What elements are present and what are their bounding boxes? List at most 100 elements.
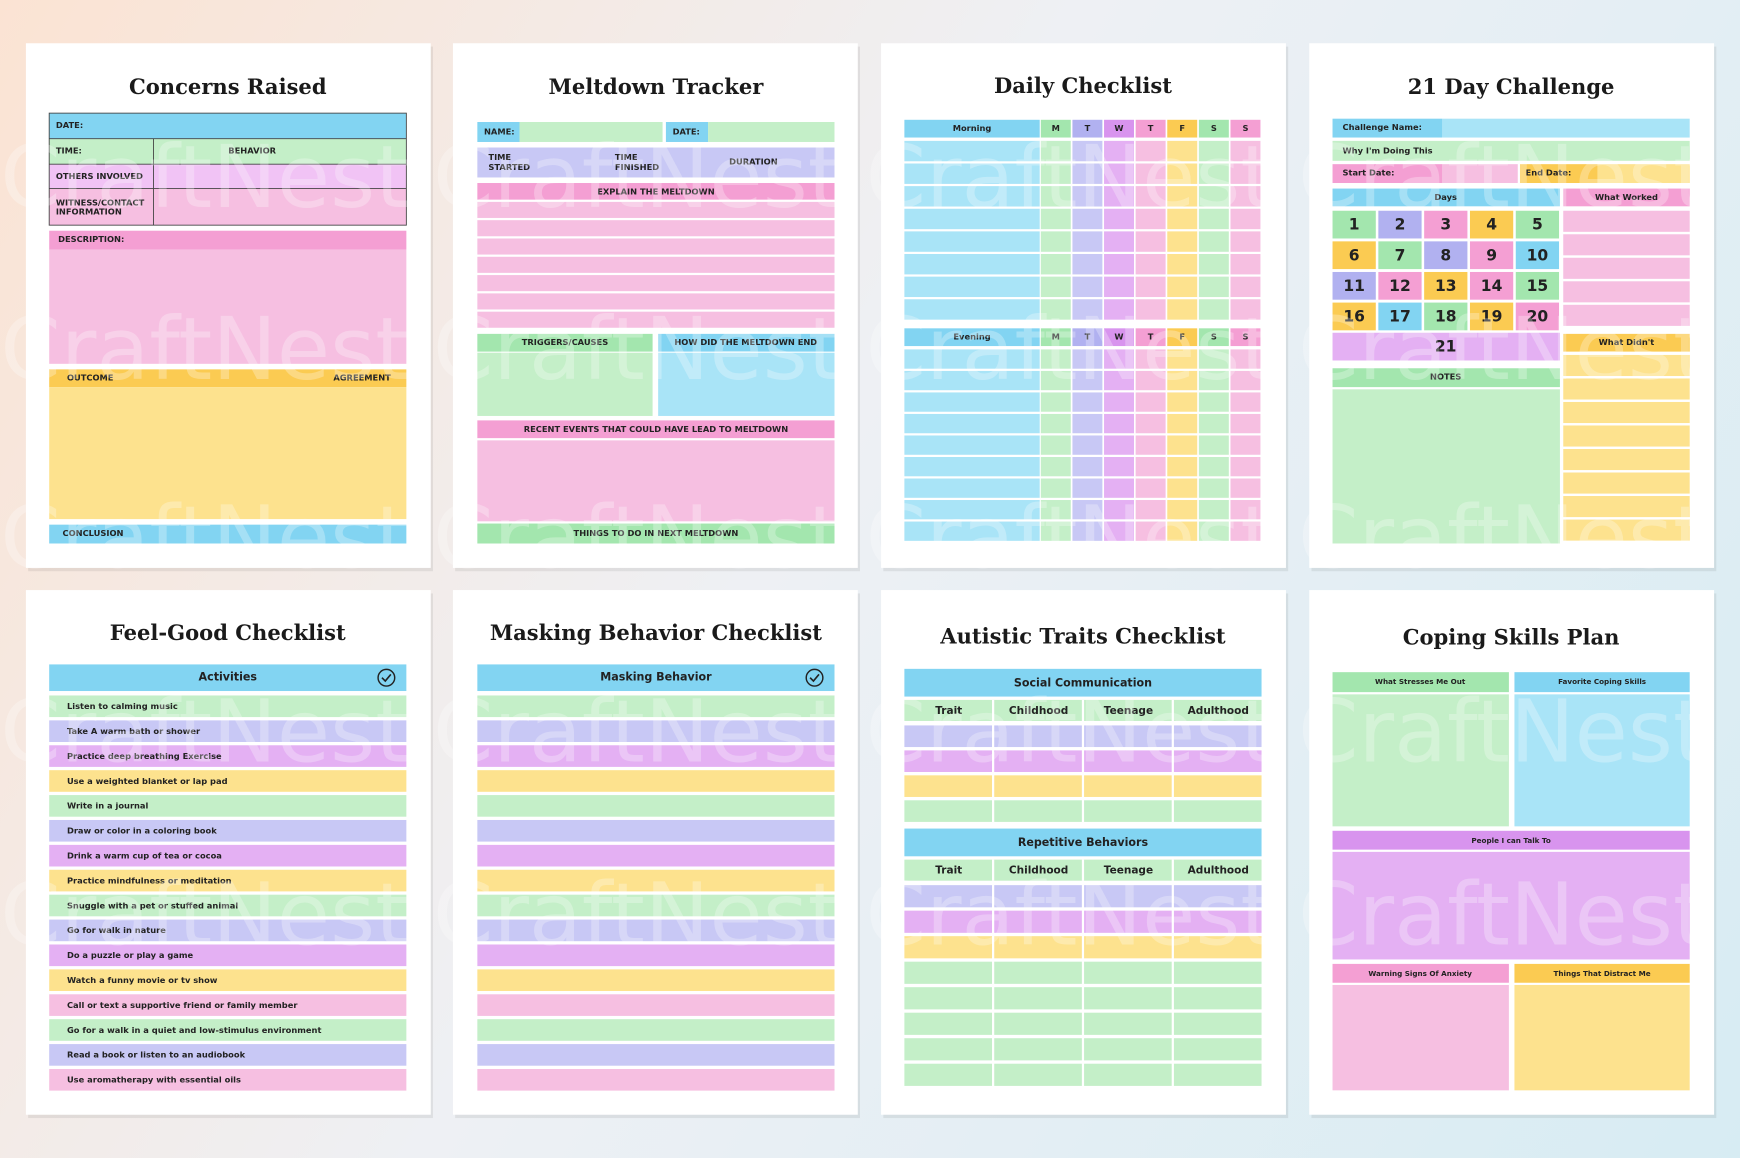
label: Start Date:	[1343, 168, 1395, 178]
check-icon	[805, 668, 824, 687]
check-box	[1135, 349, 1166, 369]
check-row	[49, 844, 407, 867]
watermark: CraftNest	[0, 683, 409, 783]
trait-cell	[1173, 885, 1262, 908]
check-item: Go for walk in nature	[67, 925, 166, 935]
trait-cell	[994, 987, 1082, 1010]
cell	[665, 122, 709, 142]
check-row	[477, 919, 835, 942]
check-box	[1135, 186, 1166, 207]
check-box	[1135, 392, 1166, 412]
label: Teenage	[1104, 705, 1153, 717]
label: Evening	[953, 332, 990, 342]
header	[1072, 119, 1103, 138]
check-row	[49, 944, 407, 967]
line-row	[477, 256, 835, 273]
check-item: Read a book or listen to an audiobook	[67, 1050, 246, 1060]
check-row	[904, 140, 1040, 162]
check-box	[1040, 186, 1071, 207]
check-box	[1104, 231, 1134, 252]
check-box	[1167, 349, 1198, 369]
check-row	[49, 969, 407, 992]
page-title: Masking Behavior Checklist	[490, 620, 822, 645]
check-icon	[377, 668, 396, 687]
line-row	[1563, 449, 1690, 471]
label: STARTED	[488, 162, 530, 172]
watermark: CraftNest	[0, 866, 409, 966]
day-number: 9	[1486, 246, 1497, 264]
label: What Didn't	[1599, 337, 1655, 347]
day-cell	[1469, 302, 1514, 331]
header	[477, 183, 835, 200]
label: People I can Talk To	[1471, 836, 1550, 845]
day-cell	[1515, 271, 1560, 300]
label: W	[1114, 123, 1123, 133]
check-row	[904, 349, 1040, 369]
check-box	[1167, 413, 1198, 434]
check-box	[1230, 456, 1261, 477]
check-box	[1040, 413, 1071, 434]
line-row	[1563, 281, 1690, 303]
cell	[1332, 140, 1690, 161]
day-cell	[1378, 210, 1422, 239]
label: THINGS TO DO IN NEXT MELTDOWN	[574, 528, 739, 538]
check-box	[1167, 456, 1198, 477]
check-box	[1198, 456, 1229, 477]
day-number: 12	[1389, 277, 1411, 295]
check-box	[1198, 435, 1229, 455]
check-box	[1040, 349, 1071, 369]
label: FINISHED	[615, 162, 659, 172]
cell	[1332, 851, 1690, 960]
check-box	[1230, 392, 1261, 412]
trait-cell	[1084, 775, 1172, 797]
check-box	[1230, 370, 1261, 391]
line-row	[1563, 304, 1690, 326]
header	[1563, 188, 1690, 207]
check-box	[1040, 163, 1071, 184]
check-box	[1072, 231, 1103, 252]
page-title: Concerns Raised	[129, 74, 327, 99]
check-box	[1167, 140, 1198, 162]
trait-cell	[1084, 910, 1172, 933]
trait-cell	[1173, 725, 1262, 748]
check-row	[904, 478, 1040, 498]
check-row	[904, 435, 1040, 455]
label: Days	[1434, 192, 1457, 202]
watermark: CraftNest	[866, 488, 1275, 588]
cell	[1519, 164, 1598, 184]
trait-cell	[994, 885, 1082, 908]
check-row	[904, 521, 1040, 541]
label: TRIGGERS/CAUSES	[522, 337, 608, 347]
check-row	[477, 969, 835, 992]
trait-cell	[1084, 725, 1172, 748]
trait-cell	[1084, 936, 1172, 959]
watermark: CraftNest	[866, 300, 1275, 400]
check-box	[1135, 478, 1166, 498]
watermark: CraftNest	[1298, 128, 1707, 228]
check-box	[1167, 299, 1198, 320]
check-row	[49, 770, 407, 792]
watermark: CraftNest	[1298, 488, 1707, 588]
check-box	[1072, 500, 1103, 520]
label: Favorite Coping Skills	[1558, 677, 1646, 686]
check-row	[904, 231, 1040, 252]
day-number: 18	[1435, 308, 1457, 326]
watermark: CraftNest	[433, 683, 842, 783]
check-box	[1230, 413, 1261, 434]
day-cell	[1469, 241, 1514, 270]
check-row	[904, 254, 1040, 275]
check-item: Practice mindfulness or meditation	[67, 875, 232, 885]
line-row	[1563, 378, 1690, 400]
header	[1167, 119, 1198, 138]
header	[1332, 963, 1509, 983]
label: OUTCOME	[67, 373, 114, 383]
check-box	[1230, 349, 1261, 369]
check-box	[1040, 299, 1071, 320]
label: CONCLUSION	[63, 528, 124, 538]
day-number: 5	[1532, 216, 1543, 234]
trait-cell	[1084, 1038, 1172, 1061]
header	[49, 230, 407, 250]
check-box	[1198, 186, 1229, 207]
